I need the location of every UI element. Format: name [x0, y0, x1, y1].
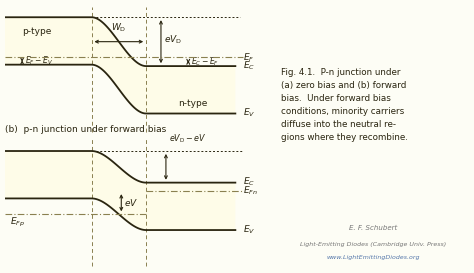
Text: $E_F - E_V$: $E_F - E_V$: [25, 55, 54, 67]
Text: E. F. Schubert: E. F. Schubert: [349, 225, 397, 231]
Text: $E_C - E_F$: $E_C - E_F$: [191, 55, 219, 68]
Text: $eV_\mathrm{D} - eV$: $eV_\mathrm{D} - eV$: [169, 133, 207, 145]
Text: $E_{Fp}$: $E_{Fp}$: [9, 216, 25, 229]
Text: $eV$: $eV$: [124, 197, 138, 208]
Text: $E_V$: $E_V$: [243, 223, 255, 236]
Polygon shape: [5, 17, 236, 114]
Text: Fig. 4.1.  P-n junction under
(a) zero bias and (b) forward
bias.  Under forward: Fig. 4.1. P-n junction under (a) zero bi…: [281, 68, 408, 141]
Text: $E_{Fn}$: $E_{Fn}$: [243, 185, 258, 197]
Text: $W_\mathrm{D}$: $W_\mathrm{D}$: [111, 22, 127, 34]
Text: p-type: p-type: [22, 27, 52, 36]
Text: $E_C$: $E_C$: [243, 59, 255, 72]
Text: n-type: n-type: [179, 99, 208, 108]
Text: www.LightEmittingDiodes.org: www.LightEmittingDiodes.org: [327, 255, 420, 260]
Text: $E_C$: $E_C$: [243, 176, 255, 188]
Polygon shape: [5, 151, 236, 230]
Text: Light-Emitting Diodes (Cambridge Univ. Press): Light-Emitting Diodes (Cambridge Univ. P…: [300, 242, 447, 247]
Text: $E_F$: $E_F$: [243, 51, 254, 64]
Text: $E_V$: $E_V$: [243, 106, 255, 119]
Text: (b)  p-n junction under forward bias: (b) p-n junction under forward bias: [5, 125, 166, 134]
Text: $eV_\mathrm{D}$: $eV_\mathrm{D}$: [164, 34, 182, 46]
